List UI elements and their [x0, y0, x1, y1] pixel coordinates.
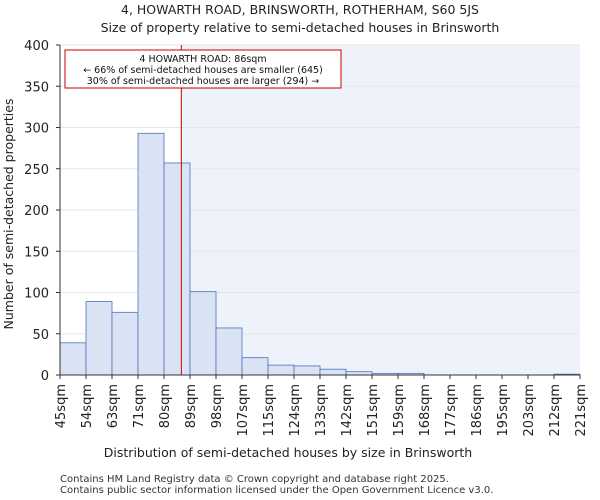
- x-tick-label: 142sqm: [340, 384, 355, 437]
- x-tick-label: 80sqm: [158, 384, 173, 428]
- x-tick-label: 45sqm: [54, 384, 69, 428]
- chart-title: 4, HOWARTH ROAD, BRINSWORTH, ROTHERHAM, …: [121, 2, 479, 17]
- annotation-box: [64, 49, 342, 89]
- y-tick-label: 300: [24, 122, 49, 137]
- x-tick-label: 212sqm: [548, 384, 563, 437]
- histogram-bar: [319, 368, 347, 376]
- x-tick-label: 177sqm: [444, 384, 459, 437]
- y-tick-label: 350: [24, 80, 49, 95]
- x-tick-label: 159sqm: [392, 384, 407, 437]
- histogram-chart: 0 50 100 150 200 250 300 350 400 45sqm 54sqm 63sqm…: [1, 39, 589, 460]
- histogram-bar: [111, 311, 139, 376]
- histogram-bar: [137, 132, 165, 376]
- x-tick-label: 115sqm: [262, 384, 277, 437]
- y-tick-label: 50: [32, 328, 49, 343]
- histogram-bar: [267, 364, 295, 376]
- y-tick-label: 200: [24, 204, 49, 219]
- footer-copyright: Contains HM Land Registry data © Crown c…: [60, 474, 449, 485]
- x-tick-label: 89sqm: [184, 384, 199, 428]
- histogram-bar: [85, 301, 113, 376]
- y-tick-label: 150: [24, 245, 49, 260]
- x-axis-label: Distribution of semi-detached houses by …: [104, 445, 472, 460]
- histogram-bar: [241, 357, 269, 376]
- y-tick-label: 400: [24, 39, 49, 54]
- x-tick-label: 63sqm: [106, 384, 121, 428]
- footer-licence: Contains public sector information licen…: [60, 485, 494, 496]
- y-axis-label: Number of semi-detached properties: [1, 99, 16, 330]
- x-tick-label: 203sqm: [522, 384, 537, 437]
- y-tick-label: 100: [24, 287, 49, 302]
- histogram-bar: [59, 342, 87, 376]
- x-tick-label: 221sqm: [574, 384, 589, 437]
- annotation-line-1: 4 HOWARTH ROAD: 86sqm: [139, 54, 266, 65]
- x-tick-label: 54sqm: [80, 384, 95, 428]
- y-tick-label: 250: [24, 163, 49, 178]
- x-tick-label: 107sqm: [236, 384, 251, 437]
- x-tick-label: 98sqm: [210, 384, 225, 428]
- histogram-bar: [293, 365, 321, 376]
- x-tick-label: 195sqm: [496, 384, 511, 437]
- histogram-bar: [189, 291, 217, 376]
- x-tick-label: 168sqm: [418, 384, 433, 437]
- x-tick-label: 71sqm: [132, 384, 147, 428]
- histogram-bar: [215, 327, 243, 376]
- chart-subtitle: Size of property relative to semi-detach…: [100, 20, 500, 35]
- x-tick-label: 124sqm: [288, 384, 303, 437]
- y-tick-label: 0: [41, 369, 49, 384]
- x-tick-label: 186sqm: [470, 384, 485, 437]
- histogram-bar: [163, 162, 191, 376]
- annotation-line-3: 30% of semi-detached houses are larger (…: [87, 76, 320, 87]
- annotation-line-2: ← 66% of semi-detached houses are smalle…: [83, 65, 323, 76]
- x-tick-label: 133sqm: [314, 384, 329, 437]
- x-tick-label: 151sqm: [366, 384, 381, 437]
